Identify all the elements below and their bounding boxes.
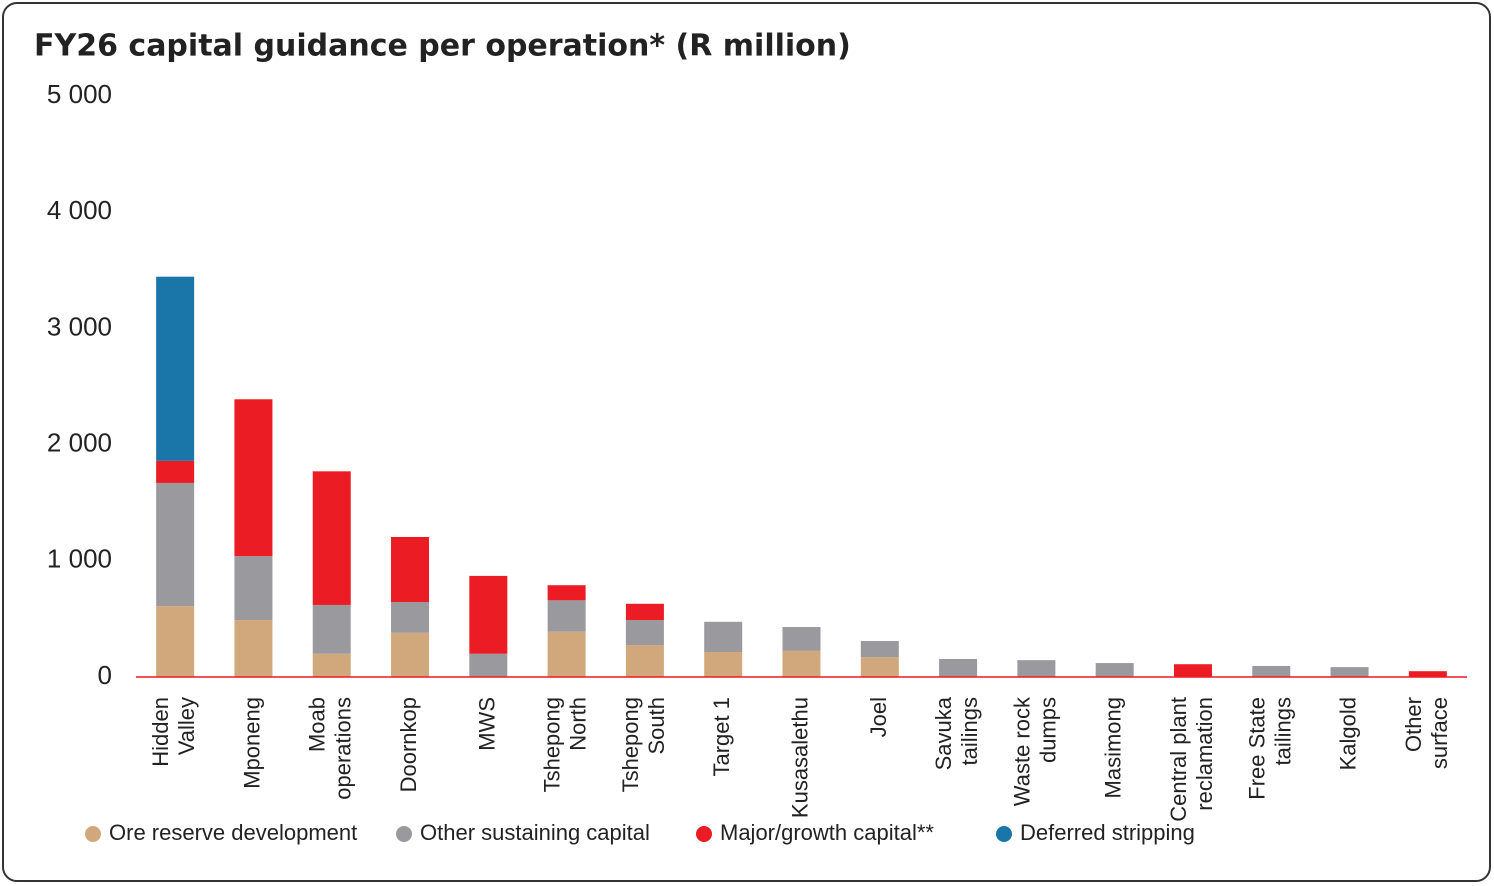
bar-segment bbox=[391, 602, 430, 633]
bar-segment bbox=[234, 399, 273, 557]
bar-segment bbox=[625, 645, 664, 677]
bar-segment bbox=[391, 632, 430, 677]
y-tick-label: 2 000 bbox=[47, 427, 112, 457]
bar-segment bbox=[547, 600, 586, 632]
legend-marker bbox=[696, 826, 712, 842]
bar-segment bbox=[1252, 665, 1291, 677]
legend-label: Other sustaining capital bbox=[420, 820, 650, 845]
bar-segment bbox=[156, 606, 195, 677]
bar-segment bbox=[469, 653, 508, 677]
bar-segment bbox=[312, 604, 351, 654]
bar-segment bbox=[312, 653, 351, 677]
bar-segment bbox=[234, 620, 273, 677]
bar-segment bbox=[1017, 660, 1056, 677]
legend-marker bbox=[396, 826, 412, 842]
legend-label: Major/growth capital** bbox=[720, 820, 934, 845]
bar-segment bbox=[1408, 671, 1447, 677]
bar-segment bbox=[939, 658, 978, 677]
x-tick-label: Waste rockdumps bbox=[1009, 696, 1060, 806]
bar-segment bbox=[1330, 667, 1369, 677]
x-tick-label: Masimong bbox=[1100, 697, 1125, 798]
bar-segment bbox=[704, 621, 743, 653]
x-tick-label: Target 1 bbox=[709, 697, 734, 777]
bar-segment bbox=[860, 640, 899, 658]
x-tick-label: Mponeng bbox=[239, 697, 264, 789]
bar-segment bbox=[469, 575, 508, 654]
x-tick-label: TshepongNorth bbox=[539, 697, 590, 792]
x-tick-label: HiddenValley bbox=[148, 697, 199, 767]
bar-segment bbox=[1173, 664, 1212, 677]
legend-label: Deferred stripping bbox=[1020, 820, 1195, 845]
bar-segment bbox=[156, 276, 195, 461]
legend-label: Ore reserve development bbox=[109, 820, 357, 845]
x-tick-label: Othersurface bbox=[1401, 697, 1452, 769]
bar-segment bbox=[312, 471, 351, 605]
x-tick-label: Doornkop bbox=[396, 697, 421, 792]
y-tick-label: 0 bbox=[98, 660, 112, 690]
x-tick-label: Free Statetailings bbox=[1244, 697, 1295, 800]
chart-title: FY26 capital guidance per operation* (R … bbox=[34, 29, 851, 64]
legend-marker bbox=[85, 826, 101, 842]
bar-segment bbox=[234, 556, 273, 621]
bar-segment bbox=[547, 631, 586, 677]
bar-segment bbox=[156, 460, 195, 483]
y-tick-label: 4 000 bbox=[47, 195, 112, 225]
bar-segment bbox=[860, 657, 899, 677]
x-tick-label: Central plantreclamation bbox=[1166, 697, 1217, 822]
x-tick-label: Savukatailings bbox=[931, 696, 982, 770]
x-tick-label: Kusasalethu bbox=[787, 697, 812, 818]
y-tick-label: 1 000 bbox=[47, 544, 112, 574]
bar-segment bbox=[782, 627, 821, 651]
bar-segment bbox=[704, 652, 743, 677]
bar-segment bbox=[156, 482, 195, 607]
x-tick-label: TshepongSouth bbox=[618, 697, 669, 792]
bar-segment bbox=[782, 650, 821, 677]
x-tick-label: Kalgold bbox=[1335, 697, 1360, 770]
x-tick-label: MWS bbox=[474, 697, 499, 751]
bar-segment bbox=[1095, 663, 1134, 677]
bar-segment bbox=[625, 620, 664, 646]
x-tick-label: Joel bbox=[866, 697, 891, 737]
bar-segment bbox=[625, 603, 664, 621]
bar-segment bbox=[547, 585, 586, 601]
x-tick-label: Moaboperations bbox=[305, 697, 356, 800]
legend-marker bbox=[996, 826, 1012, 842]
y-tick-label: 5 000 bbox=[47, 79, 112, 109]
bar-segment bbox=[391, 536, 430, 603]
y-tick-label: 3 000 bbox=[47, 311, 112, 341]
